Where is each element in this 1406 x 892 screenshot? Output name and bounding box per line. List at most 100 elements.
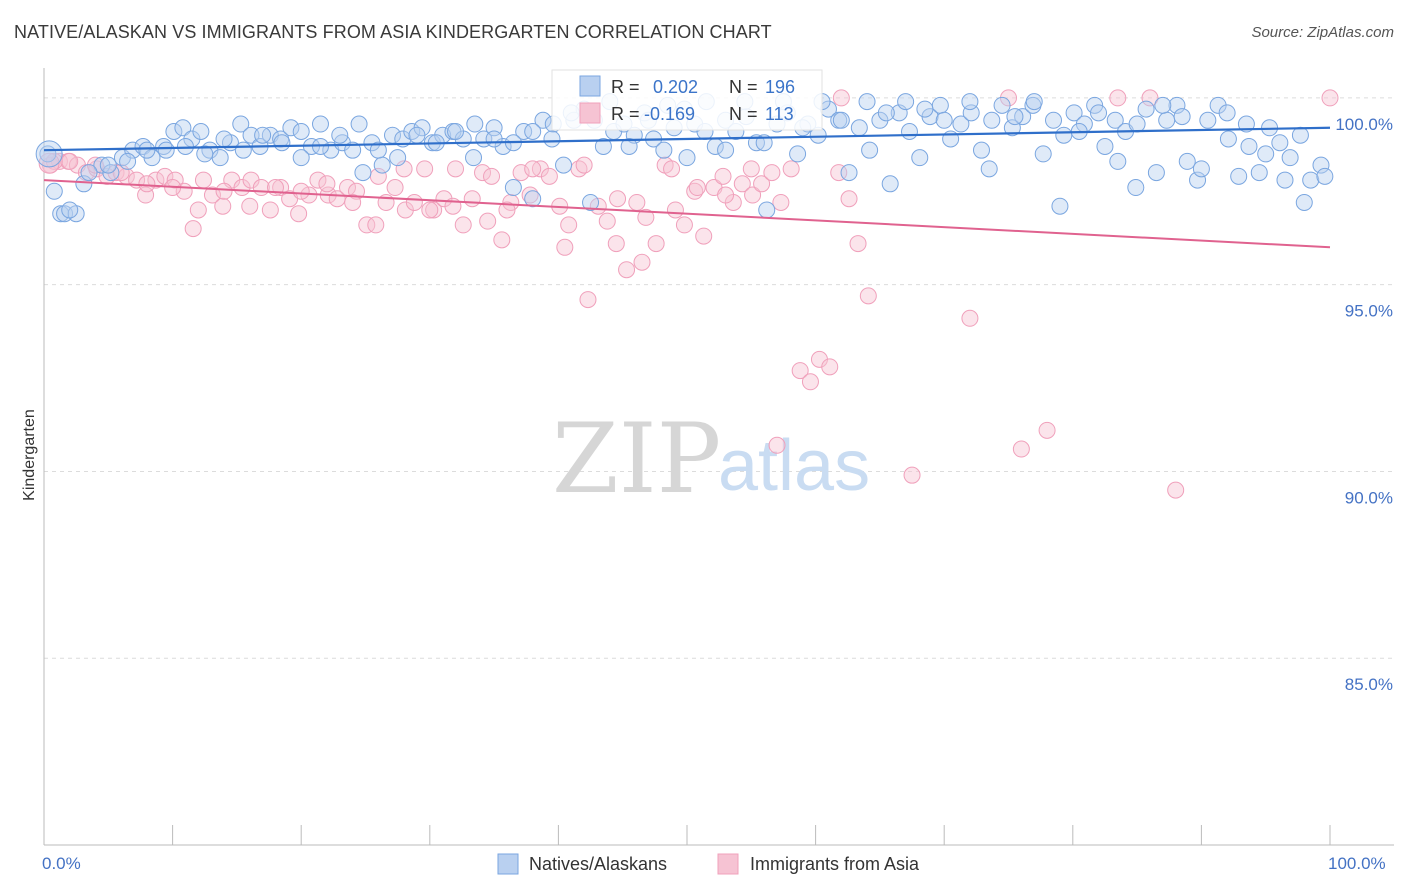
stats-pink-n-value: 113 [765,104,794,124]
natives-point [1090,104,1108,122]
natives-point [273,134,291,152]
natives-point [354,164,372,182]
natives-point [594,137,612,155]
stats-blue-swatch [579,75,601,97]
legend-natives-label: Natives/Alaskans [529,854,667,874]
natives-point [1312,156,1330,174]
natives-point [931,96,949,114]
natives-point [1096,137,1114,155]
natives-point [52,205,70,223]
natives-point [157,141,175,159]
natives-point [1147,164,1165,182]
natives-point [881,175,899,193]
natives-point [897,93,915,111]
immigrants-point [560,216,578,234]
chart-source: Source: ZipAtlas.com [1251,24,1394,41]
natives-point [234,141,252,159]
natives-point [858,93,876,111]
natives-point [1192,160,1210,178]
natives-point [1219,130,1237,148]
immigrants-point [194,171,212,189]
stats-pink-n-label: N = [729,104,758,124]
natives-point [311,115,329,133]
immigrants-point [252,179,270,197]
immigrants-point [367,216,385,234]
immigrants-point [753,175,771,193]
immigrants-point [498,201,516,219]
y-tick-labels: 100.0% 95.0% 90.0% 85.0% [1335,115,1393,694]
natives-point [1291,126,1309,144]
stats-blue-n-value: 196 [765,77,795,97]
immigrants-point [744,186,762,204]
immigrants-point [147,171,165,189]
natives-point [515,123,533,141]
immigrants-point [742,160,760,178]
natives-point [789,145,807,163]
natives-point [911,149,929,167]
natives-point [534,111,552,129]
immigrants-point [763,164,781,182]
immigrants-point [189,201,207,219]
immigrants-point [675,216,693,234]
legend-immigrants-swatch [717,853,739,875]
natives-point [242,126,260,144]
natives-point [408,126,426,144]
immigrants-point [1038,421,1056,439]
natives-point [80,164,98,182]
immigrants-point [309,171,327,189]
watermark-zip: ZIP [552,403,721,515]
y-tick-label: 90.0% [1345,488,1393,507]
natives-point [99,156,117,174]
natives-point [369,141,387,159]
stats-pink-r-label: R = [611,104,640,124]
natives-point [935,111,953,129]
natives-point [678,149,696,167]
immigrants-point [830,164,848,182]
natives-point [1250,164,1268,182]
natives-point [543,130,561,148]
natives-point [582,193,600,211]
watermark: ZIP atlas [552,403,870,515]
immigrants-point [666,201,684,219]
natives-point [1158,111,1176,129]
natives-point [254,126,272,144]
natives-point [389,149,407,167]
natives-point [292,149,310,167]
immigrants-point [903,466,921,484]
natives-point [1189,171,1207,189]
stats-pink-r-value: -0.169 [644,104,695,124]
natives-point [1173,108,1191,126]
natives-point [1178,152,1196,170]
natives-point [1295,193,1313,211]
y-tick-label: 95.0% [1345,302,1393,321]
immigrants-point [474,164,492,182]
natives-point [174,119,192,137]
natives-point [524,190,542,208]
natives-point [972,141,990,159]
natives-point [1051,197,1069,215]
immigrants-point [717,186,735,204]
immigrants-point [1167,481,1185,499]
immigrants-point [791,362,809,380]
immigrants-trend-line [43,179,1331,249]
immigrants-point [386,179,404,197]
natives-point [176,137,194,155]
natives-point [980,160,998,178]
immigrants-point [1012,440,1030,458]
y-tick-label: 85.0% [1345,675,1393,694]
immigrants-point [405,193,423,211]
natives-point [232,115,250,133]
natives-point [373,156,391,174]
x-tick-label-max: 100.0% [1328,854,1386,873]
stats-blue-r-label: R = [611,77,640,97]
natives-point [952,115,970,133]
natives-point [850,119,868,137]
immigrants-point [290,205,308,223]
immigrants-point [663,160,681,178]
natives-point [75,175,93,193]
immigrants-point [961,309,979,327]
immigrants-point [138,175,156,193]
legend: Natives/Alaskans Immigrants from Asia [497,853,920,875]
immigrants-point [1141,89,1159,107]
natives-point [192,123,210,141]
